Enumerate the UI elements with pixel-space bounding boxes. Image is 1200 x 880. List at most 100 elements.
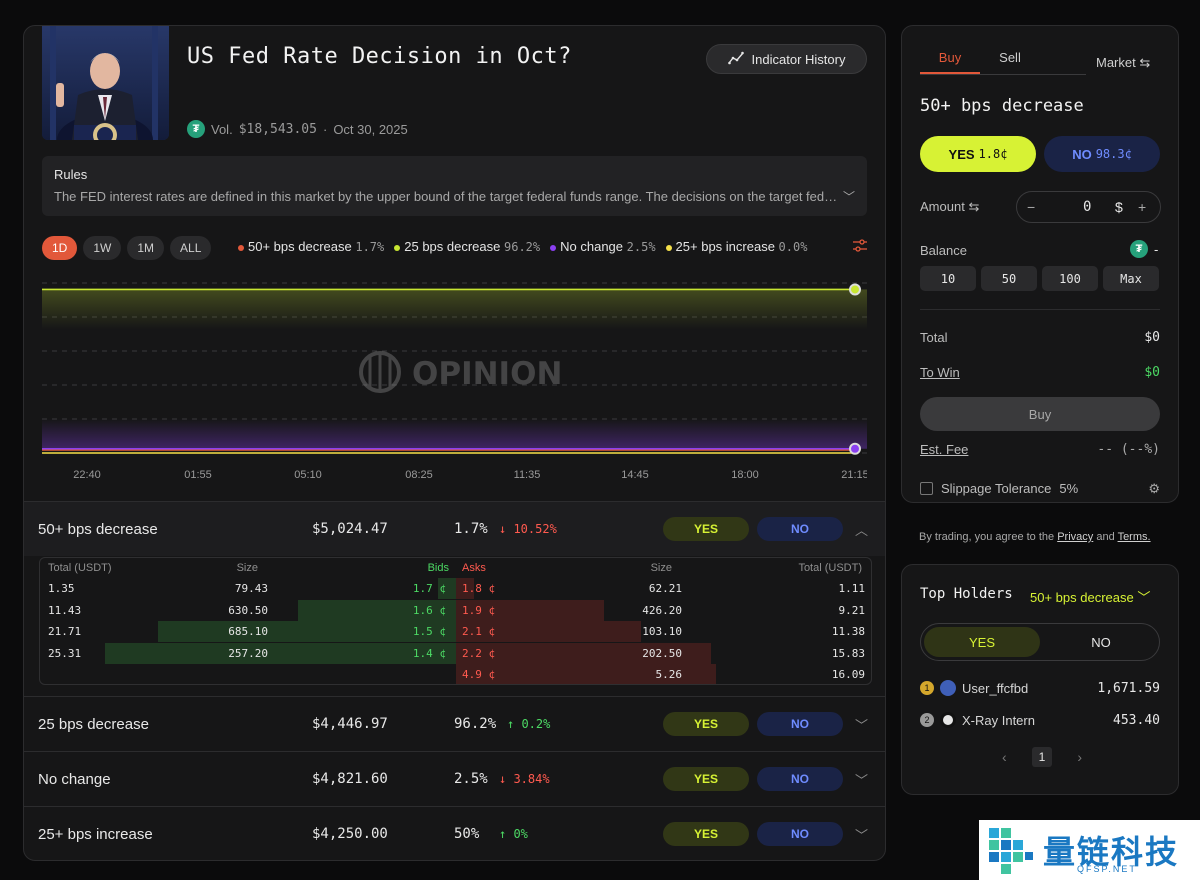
outcome-row[interactable]: 50+ bps decrease $5,024.47 1.7% ↓ 10.52% YES… [24, 501, 885, 556]
tab-sell[interactable]: Sell [999, 50, 1021, 65]
plus-icon[interactable]: + [1138, 199, 1147, 215]
top-holders-panel: Top Holders 50+ bps decrease ﹀ YES NO 1 … [901, 564, 1179, 795]
bid-size: 685.10 [228, 625, 268, 638]
total-label: Total [920, 330, 948, 345]
slippage-checkbox[interactable] [920, 482, 933, 495]
to-win-value: $0 [1144, 365, 1160, 380]
holders-outcome-select[interactable]: 50+ bps decrease ﹀ [1030, 587, 1150, 606]
tether-icon: ₮ [187, 120, 205, 138]
price-chart[interactable]: OPINION 22:40 01:55 05:10 08:25 11:35 14:45 18… [42, 271, 867, 486]
orderbook-row[interactable]: 4.9 ¢ 5.26 16.09 [40, 664, 871, 684]
outcome-yes-button[interactable]: YES [663, 767, 749, 791]
rules-panel[interactable]: Rules The FED interest rates are defined… [42, 156, 867, 216]
outcome-probability: 96.2% [454, 716, 497, 732]
range-1m-button[interactable]: 1M [127, 236, 165, 260]
bid-total: 21.71 [48, 625, 82, 638]
privacy-link[interactable]: Privacy [1057, 531, 1094, 543]
chevron-right-icon[interactable]: › [1077, 749, 1082, 765]
chevron-left-icon[interactable]: ‹ [1002, 749, 1007, 765]
quick-amount-100[interactable]: 100 [1042, 266, 1098, 291]
page-number[interactable]: 1 [1032, 747, 1052, 767]
bid-total: 1.35 [48, 582, 75, 595]
outcome-row[interactable]: No change $4,821.60 2.5% ↓ 3.84% YES NO ﹀ [24, 751, 885, 806]
orderbook-row[interactable]: 21.71 685.10 1.5 ¢ 2.1 ¢ 103.10 11.38 [40, 621, 871, 642]
orderbook-header: Asks [462, 562, 486, 574]
ask-total: 9.21 [838, 603, 866, 617]
ask-total: 11.38 [831, 625, 865, 638]
holder-row[interactable]: 1 User_ffcfbd 1,671.59 [920, 677, 1160, 699]
legend-value: 96.2% [504, 240, 541, 254]
bid-depth-bar [157, 621, 456, 642]
bid-total: 25.31 [48, 646, 82, 660]
buy-yes-button[interactable]: YES 1.8¢ [920, 136, 1036, 172]
tab-buy[interactable]: Buy [920, 50, 980, 74]
balance-label: Balance [920, 243, 967, 258]
order-type-label: Market [1096, 55, 1136, 70]
amount-value[interactable]: 0 [1083, 199, 1092, 215]
indicator-history-label: Indicator History [751, 51, 846, 67]
outcome-yes-button[interactable]: YES [663, 517, 749, 541]
watermark-text: OPINION [412, 356, 562, 392]
chevron-down-icon[interactable]: ﹀ [842, 190, 855, 204]
orderbook-row[interactable]: 25.31 257.20 1.4 ¢ 2.2 ¢ 202.50 15.83 [40, 642, 871, 664]
minus-icon[interactable]: − [1027, 199, 1036, 215]
range-all-button[interactable]: ALL [170, 236, 212, 260]
outcome-probability: 50% [454, 826, 480, 842]
ask-total: 15.83 [831, 646, 865, 660]
outcome-no-button[interactable]: NO [757, 822, 843, 846]
market-title: US Fed Rate Decision in Oct? [187, 44, 572, 69]
bid-price: 1.4 ¢ [412, 646, 446, 660]
outcome-row[interactable]: 25+ bps increase $4,250.00 50% ↑ 0% YES NO ﹀ [24, 806, 885, 860]
terms-link[interactable]: Terms. [1117, 531, 1151, 543]
holder-row[interactable]: 2 X-Ray Intern 453.40 [920, 709, 1160, 731]
outcome-yes-button[interactable]: YES [663, 712, 749, 736]
chevron-down-icon[interactable]: ﹀ [855, 717, 869, 733]
buy-button[interactable]: Buy [920, 397, 1160, 431]
meta-dot: · [322, 121, 328, 137]
ask-size: 5.26 [655, 668, 683, 681]
swap-icon: ⇆ [1139, 55, 1151, 70]
outcome-no-button[interactable]: NO [757, 767, 843, 791]
outcome-yes-button[interactable]: YES [663, 822, 749, 846]
ask-depth-bar [456, 664, 716, 684]
outcome-no-button[interactable]: NO [757, 517, 843, 541]
amount-input[interactable]: − 0 $ + [1016, 191, 1161, 223]
x-tick-label: 18:00 [731, 469, 759, 481]
chevron-up-icon[interactable]: ︿ [855, 522, 869, 538]
swap-icon[interactable]: ⇆ [968, 199, 980, 214]
outcome-row[interactable]: 25 bps decrease $4,446.97 96.2% ↑ 0.2% YES NO… [24, 696, 885, 751]
quick-amount-10[interactable]: 10 [920, 266, 976, 291]
x-tick-label: 22:40 [73, 469, 101, 481]
opinion-watermark: OPINION [359, 351, 562, 393]
market-image [42, 26, 169, 140]
outcome-change: ↑ 0% [499, 827, 528, 841]
quick-amount-50[interactable]: 50 [981, 266, 1037, 291]
quick-amount-max[interactable]: Max [1103, 266, 1159, 291]
to-win-label: To Win [920, 365, 960, 380]
ask-total: 1.11 [838, 582, 866, 595]
chevron-down-icon[interactable]: ﹀ [855, 827, 869, 843]
chevron-down-icon[interactable]: ﹀ [855, 772, 869, 788]
filter-settings-icon[interactable] [853, 239, 867, 256]
ask-depth-bar [456, 642, 711, 664]
orderbook-row[interactable]: 11.43 630.50 1.6 ¢ 1.9 ¢ 426.20 9.21 [40, 599, 871, 621]
holders-yes-tab[interactable]: YES [924, 627, 1040, 657]
bid-price: 1.5 ¢ [412, 625, 446, 638]
holder-amount: 1,671.59 [1097, 680, 1160, 696]
range-1w-button[interactable]: 1W [83, 236, 122, 260]
no-price: 98.3¢ [1095, 147, 1132, 161]
buy-no-button[interactable]: NO 98.3¢ [1044, 136, 1160, 172]
range-1d-button[interactable]: 1D [42, 236, 78, 260]
indicator-history-button[interactable]: Indicator History [706, 44, 867, 74]
user-avatar-icon [940, 680, 956, 696]
orderbook-row[interactable]: 1.35 79.43 1.7 ¢ 1.8 ¢ 62.21 1.11 [40, 578, 871, 599]
x-axis: 22:40 01:55 05:10 08:25 11:35 14:45 18:00 21:15 [73, 469, 867, 481]
order-type-selector[interactable]: Market ⇆ [1096, 55, 1150, 71]
holders-no-tab[interactable]: NO [1091, 634, 1111, 650]
outcome-volume: $4,250.00 [312, 826, 388, 842]
outcome-no-button[interactable]: NO [757, 712, 843, 736]
gear-icon[interactable]: ⚙ [1148, 480, 1160, 496]
outcome-volume: $4,821.60 [312, 771, 388, 787]
fee-row: Est. Fee -- (--%) [920, 442, 1160, 457]
user-avatar-icon [940, 712, 956, 728]
